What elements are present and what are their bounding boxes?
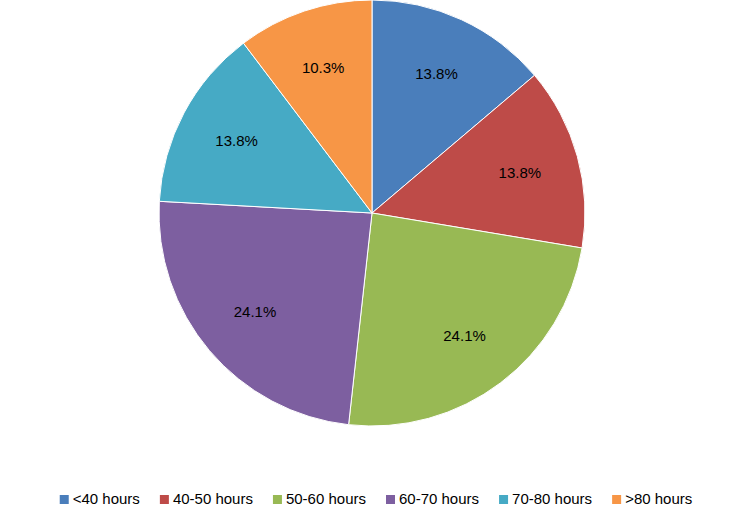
pie-slice (243, 0, 372, 213)
legend-item: 40-50 hours (160, 490, 253, 507)
legend-item: 50-60 hours (273, 490, 366, 507)
data-label: 13.8% (499, 164, 542, 181)
legend-label: 40-50 hours (173, 490, 253, 507)
legend-swatch (612, 495, 621, 504)
data-label: 13.8% (415, 65, 458, 82)
legend-label: <40 hours (73, 490, 140, 507)
legend-label: 70-80 hours (512, 490, 592, 507)
legend-label: >80 hours (625, 490, 692, 507)
legend-swatch (499, 495, 508, 504)
data-label: 10.3% (302, 59, 345, 76)
legend: <40 hours 40-50 hours 50-60 hours 60-70 hou… (60, 490, 693, 507)
pie: 13.8% 13.8% 24.1% 24.1% 13.8% 10.3% (159, 0, 585, 426)
legend-swatch (160, 495, 169, 504)
legend-item: 60-70 hours (386, 490, 479, 507)
data-label: 24.1% (443, 327, 486, 344)
chart: 13.8% 13.8% 24.1% 24.1% 13.8% 10.3% <40 hours 4… (0, 0, 752, 509)
legend-item: 70-80 hours (499, 490, 592, 507)
legend-swatch (60, 495, 69, 504)
legend-label: 60-70 hours (399, 490, 479, 507)
legend-swatch (273, 495, 282, 504)
data-label: 13.8% (215, 132, 258, 149)
data-label: 24.1% (234, 303, 277, 320)
pie-slice (349, 213, 583, 426)
legend-item: >80 hours (612, 490, 692, 507)
legend-item: <40 hours (60, 490, 140, 507)
pie-slice (159, 201, 372, 424)
legend-label: 50-60 hours (286, 490, 366, 507)
legend-swatch (386, 495, 395, 504)
